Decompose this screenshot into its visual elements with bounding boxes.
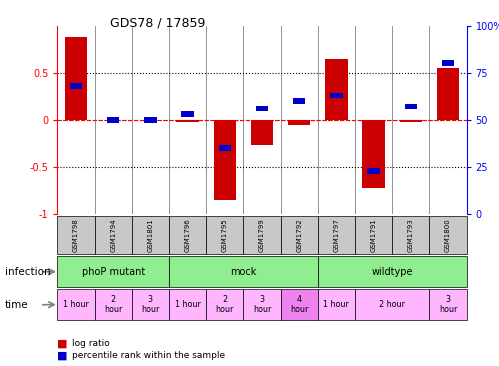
Text: wildtype: wildtype bbox=[371, 267, 413, 277]
Text: GSM1792: GSM1792 bbox=[296, 219, 302, 252]
Text: GSM1794: GSM1794 bbox=[110, 219, 116, 252]
Bar bbox=[256, 106, 268, 111]
Text: time: time bbox=[5, 300, 28, 310]
Bar bbox=[293, 98, 305, 104]
Bar bbox=[367, 168, 380, 173]
Text: GDS78 / 17859: GDS78 / 17859 bbox=[110, 16, 205, 30]
Bar bbox=[70, 83, 82, 89]
Text: phoP mutant: phoP mutant bbox=[81, 267, 145, 277]
Bar bbox=[177, 120, 199, 122]
Text: 3
hour: 3 hour bbox=[253, 295, 271, 314]
Text: 2 hour: 2 hour bbox=[379, 300, 405, 309]
Bar bbox=[437, 68, 459, 120]
Text: 3
hour: 3 hour bbox=[439, 295, 457, 314]
Text: ■: ■ bbox=[57, 338, 68, 348]
Text: 1 hour: 1 hour bbox=[323, 300, 349, 309]
Bar bbox=[400, 120, 422, 122]
Bar bbox=[144, 117, 157, 123]
Bar bbox=[325, 59, 347, 120]
Bar bbox=[251, 120, 273, 145]
Text: mock: mock bbox=[230, 267, 256, 277]
Bar bbox=[362, 120, 385, 188]
Text: GSM1800: GSM1800 bbox=[445, 218, 451, 252]
Text: 2
hour: 2 hour bbox=[104, 295, 122, 314]
Text: ■: ■ bbox=[57, 351, 68, 361]
Text: GSM1796: GSM1796 bbox=[185, 218, 191, 252]
Text: GSM1793: GSM1793 bbox=[408, 218, 414, 252]
Bar bbox=[405, 104, 417, 109]
Bar bbox=[288, 120, 310, 124]
Bar bbox=[330, 93, 342, 98]
Text: GSM1795: GSM1795 bbox=[222, 219, 228, 252]
Text: 1 hour: 1 hour bbox=[63, 300, 89, 309]
Bar bbox=[65, 37, 87, 120]
Text: GSM1797: GSM1797 bbox=[333, 218, 339, 252]
Text: 2
hour: 2 hour bbox=[216, 295, 234, 314]
Bar bbox=[219, 145, 231, 151]
Bar bbox=[182, 111, 194, 117]
Bar bbox=[107, 117, 119, 123]
Text: GSM1799: GSM1799 bbox=[259, 218, 265, 252]
Text: 3
hour: 3 hour bbox=[141, 295, 160, 314]
Text: 4
hour: 4 hour bbox=[290, 295, 308, 314]
Bar bbox=[442, 60, 454, 66]
Text: GSM1798: GSM1798 bbox=[73, 218, 79, 252]
Text: percentile rank within the sample: percentile rank within the sample bbox=[72, 351, 226, 360]
Text: GSM1801: GSM1801 bbox=[147, 218, 153, 252]
Text: log ratio: log ratio bbox=[72, 339, 110, 348]
Text: GSM1791: GSM1791 bbox=[371, 218, 377, 252]
Bar bbox=[214, 120, 236, 200]
Text: infection: infection bbox=[5, 267, 50, 277]
Text: 1 hour: 1 hour bbox=[175, 300, 201, 309]
